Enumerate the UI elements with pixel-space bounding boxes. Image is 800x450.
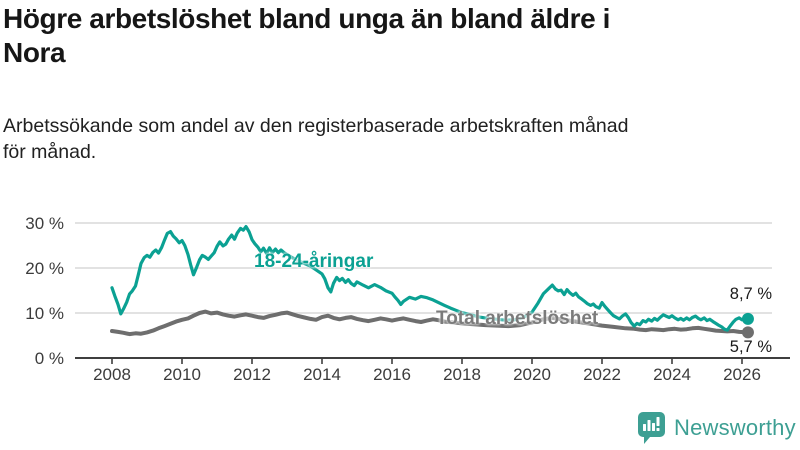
x-tick-label-2018: 2018 [443, 365, 481, 384]
end-value-label-total: 5,7 % [729, 338, 772, 356]
series-end-dot-total [741, 326, 754, 339]
y-tick-label-30: 30 % [25, 214, 64, 233]
series-end-dot-18-24 [741, 312, 754, 325]
newsworthy-logo: Newsworthy [637, 411, 796, 444]
title-line-1: Högre arbetslöshet bland unga än bland ä… [3, 3, 611, 34]
y-tick-label-20: 20 % [25, 259, 64, 278]
subtitle-line-1: Arbetssökande som andel av den registerb… [3, 115, 629, 137]
x-tick-label-2026: 2026 [723, 365, 761, 384]
x-tick-label-2020: 2020 [513, 365, 551, 384]
subtitle-line-2: för månad. [3, 141, 97, 164]
series-label-18-24: 18-24-åringar [254, 251, 374, 272]
x-tick-label-2014: 2014 [303, 365, 341, 384]
end-value-label-18-24: 8,7 % [729, 285, 772, 303]
chart-subtitle: Arbetssökande som andel av den registerb… [3, 113, 795, 165]
title-line-2: Nora [3, 37, 66, 69]
x-tick-label-2022: 2022 [583, 365, 621, 384]
y-tick-label-10: 10 % [25, 304, 64, 323]
series-line-18-24 [110, 225, 750, 332]
newsworthy-logo-text: Newsworthy [674, 414, 796, 440]
y-tick-label-0: 0 % [34, 349, 64, 368]
x-tick-label-2008: 2008 [93, 365, 131, 384]
page-title: Högre arbetslöshet bland unga än bland ä… [3, 2, 795, 70]
series-label-total: Total arbetslöshet [436, 308, 599, 329]
newsworthy-bubble-chart-icon [638, 412, 665, 444]
x-tick-label-2024: 2024 [653, 365, 691, 384]
x-tick-label-2010: 2010 [163, 365, 201, 384]
series-line-total [110, 309, 750, 337]
x-tick-label-2012: 2012 [233, 365, 271, 384]
x-tick-label-2016: 2016 [373, 365, 411, 384]
